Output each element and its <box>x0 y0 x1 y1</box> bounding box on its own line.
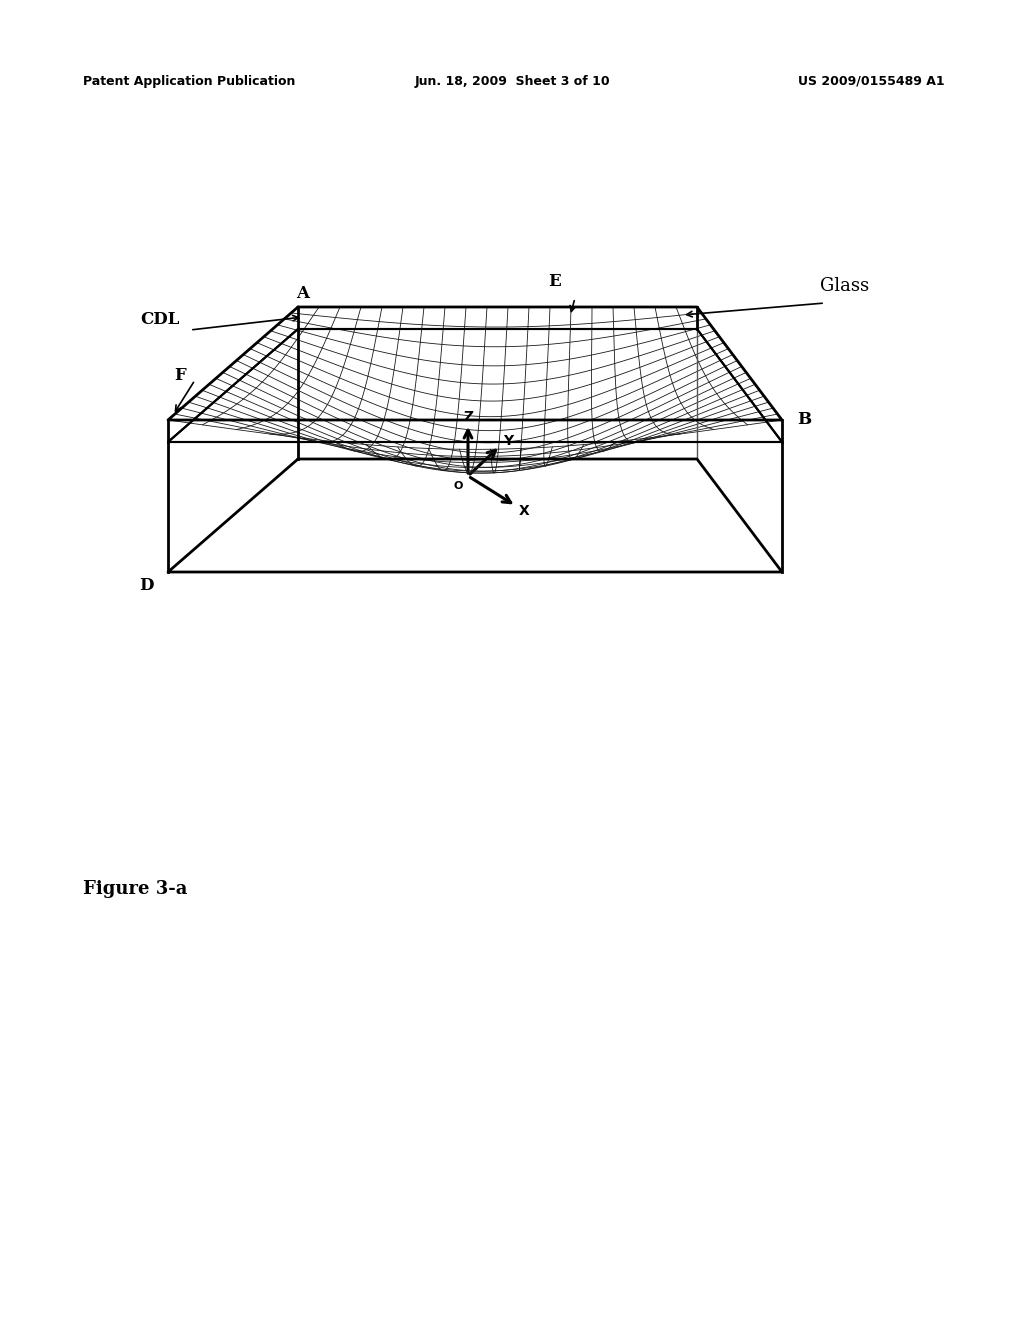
Text: Patent Application Publication: Patent Application Publication <box>83 75 295 88</box>
Text: Figure 3-a: Figure 3-a <box>83 880 187 898</box>
Text: US 2009/0155489 A1: US 2009/0155489 A1 <box>799 75 945 88</box>
Text: D: D <box>138 578 154 594</box>
Text: X: X <box>518 504 529 517</box>
Text: Glass: Glass <box>820 277 869 294</box>
Text: F: F <box>174 367 186 384</box>
Text: A: A <box>297 285 309 301</box>
Text: O: O <box>454 480 463 491</box>
Text: B: B <box>797 412 811 429</box>
Text: Z: Z <box>463 411 473 424</box>
Text: Jun. 18, 2009  Sheet 3 of 10: Jun. 18, 2009 Sheet 3 of 10 <box>414 75 610 88</box>
Text: E: E <box>549 272 561 289</box>
Text: Y: Y <box>503 434 513 447</box>
Text: CDL: CDL <box>140 312 179 329</box>
